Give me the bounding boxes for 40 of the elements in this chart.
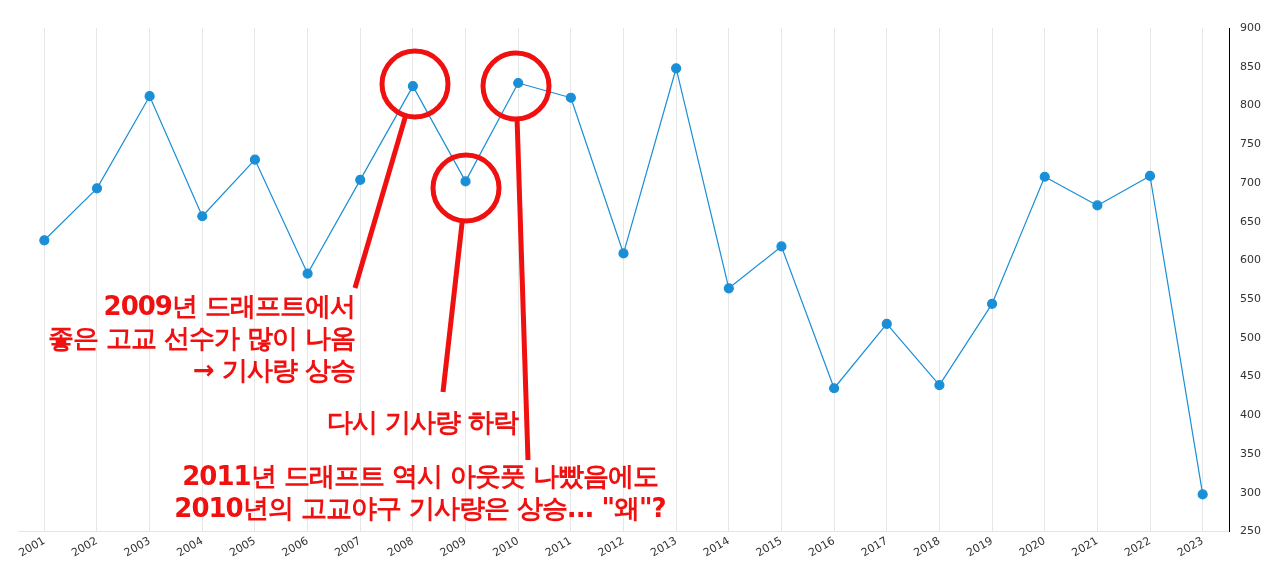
point [91, 183, 103, 194]
point [355, 174, 366, 185]
y-tick-label: 650 [1240, 214, 1261, 228]
point [249, 154, 261, 165]
y-tick-label: 400 [1240, 408, 1261, 422]
y-tick-label: 550 [1240, 292, 1261, 306]
point [1144, 170, 1156, 182]
point [565, 92, 576, 103]
point [934, 380, 945, 391]
point [881, 318, 892, 330]
y-tick-label: 250 [1240, 524, 1261, 538]
annotation: 2009년 드래프트에서 좋은 고교 선수가 많이 나옴 → 기사량 상승 [47, 290, 355, 386]
point [302, 268, 313, 279]
point [197, 211, 208, 222]
point [723, 283, 734, 294]
point [1092, 200, 1103, 211]
y-tick-label: 900 [1240, 20, 1261, 34]
y-tick-label: 300 [1240, 485, 1261, 499]
point [407, 81, 418, 92]
y-tick-label: 450 [1240, 369, 1261, 383]
y-tick-label: 800 [1240, 98, 1261, 112]
point [513, 77, 524, 89]
point [39, 235, 50, 246]
y-tick-label: 700 [1240, 175, 1261, 189]
point [1197, 489, 1208, 500]
point [460, 176, 471, 187]
y-tick-label: 750 [1240, 137, 1261, 151]
annotation: 다시 기사량 하락 [326, 406, 518, 438]
point [776, 241, 787, 252]
y-tick-label: 850 [1240, 59, 1261, 73]
annotation: 2011년 드래프트 역시 아웃풋 나빴음에도 2010년의 고교야구 기사량은 상승... "왜"? [174, 460, 666, 524]
point [144, 91, 155, 102]
y-tick-label: 600 [1240, 253, 1261, 267]
point [986, 298, 998, 309]
y-tick-label: 500 [1240, 330, 1261, 344]
point [671, 63, 682, 74]
point [1039, 171, 1050, 182]
y-tick-label: 350 [1240, 446, 1261, 460]
point [829, 383, 840, 394]
point [618, 248, 629, 259]
